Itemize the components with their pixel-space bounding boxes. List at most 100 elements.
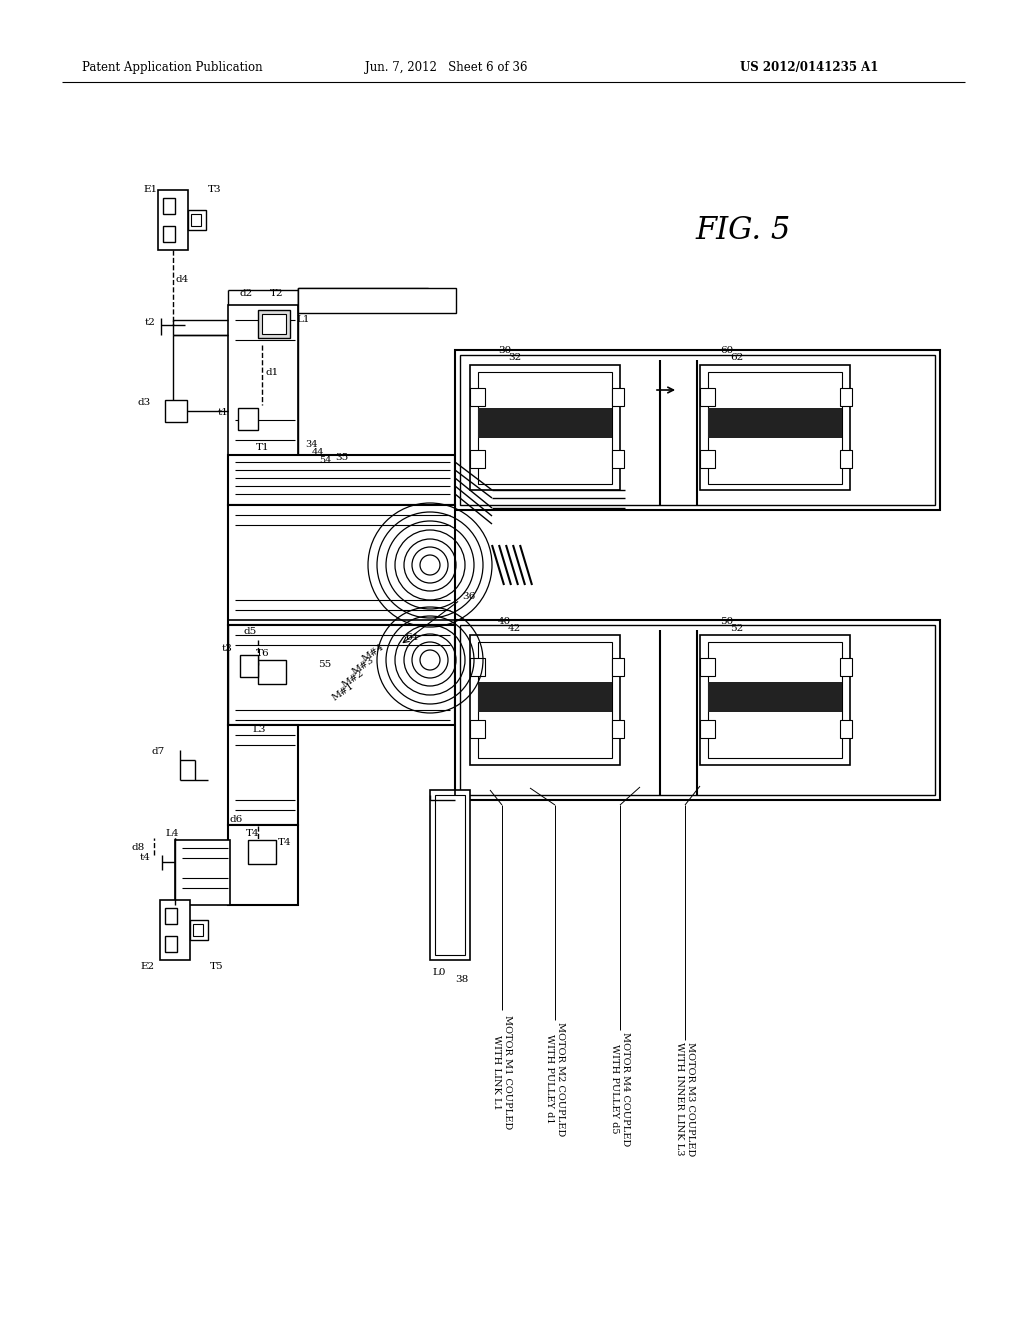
Text: T4: T4: [246, 829, 260, 838]
Bar: [435, 795, 465, 954]
Bar: [460, 355, 935, 506]
Text: M#4: M#4: [360, 642, 385, 664]
Bar: [188, 210, 206, 230]
Text: T1: T1: [256, 444, 269, 451]
Bar: [258, 455, 286, 479]
Text: US 2012/0141235 A1: US 2012/0141235 A1: [740, 62, 879, 74]
Bar: [840, 450, 852, 469]
Bar: [708, 682, 842, 711]
Bar: [190, 920, 208, 940]
Text: d2: d2: [240, 289, 253, 298]
Bar: [165, 908, 177, 924]
Bar: [700, 635, 850, 766]
Text: T5: T5: [210, 962, 223, 972]
Bar: [700, 388, 715, 407]
Text: 30: 30: [498, 346, 511, 355]
Bar: [478, 682, 612, 711]
Text: 35: 35: [335, 453, 348, 462]
Text: E1: E1: [143, 185, 157, 194]
Bar: [470, 635, 620, 766]
Bar: [700, 657, 715, 676]
Bar: [455, 350, 940, 510]
Bar: [158, 190, 188, 249]
Text: M#2: M#2: [340, 668, 366, 689]
Bar: [470, 388, 485, 407]
Text: t1: t1: [218, 408, 229, 417]
Text: L1: L1: [296, 315, 309, 323]
Bar: [163, 198, 175, 214]
Bar: [165, 400, 187, 422]
Text: d7: d7: [152, 747, 165, 756]
Bar: [840, 719, 852, 738]
Bar: [240, 655, 258, 677]
Bar: [612, 388, 624, 407]
Text: MOTOR M4 COUPLED
WITH PULLEY d5: MOTOR M4 COUPLED WITH PULLEY d5: [610, 1032, 630, 1146]
Text: 36: 36: [462, 591, 475, 601]
Bar: [163, 226, 175, 242]
Text: M#1: M#1: [330, 681, 355, 702]
Text: M#3: M#3: [350, 655, 375, 676]
Bar: [262, 314, 286, 334]
Text: d3: d3: [138, 399, 152, 407]
Bar: [460, 624, 935, 795]
Text: 55: 55: [318, 660, 331, 669]
Text: 54: 54: [319, 455, 332, 465]
Text: 38: 38: [455, 975, 468, 983]
Bar: [840, 388, 852, 407]
Bar: [165, 936, 177, 952]
Text: MOTOR M2 COUPLED
WITH PULLEY d1: MOTOR M2 COUPLED WITH PULLEY d1: [546, 1022, 564, 1137]
Bar: [228, 305, 298, 455]
Bar: [175, 840, 230, 906]
Bar: [612, 719, 624, 738]
Text: L3: L3: [252, 725, 265, 734]
Bar: [258, 310, 290, 338]
Text: MOTOR M1 COUPLED
WITH LINK L1: MOTOR M1 COUPLED WITH LINK L1: [493, 1015, 512, 1129]
Bar: [228, 624, 455, 725]
Bar: [700, 450, 715, 469]
Bar: [840, 657, 852, 676]
Bar: [478, 372, 612, 484]
Bar: [470, 657, 485, 676]
Text: 42: 42: [508, 624, 521, 634]
Bar: [612, 450, 624, 469]
Text: T3: T3: [208, 185, 221, 194]
Bar: [238, 408, 258, 430]
Bar: [708, 642, 842, 758]
Text: 40: 40: [498, 616, 511, 626]
Text: T6: T6: [256, 649, 269, 657]
Text: FIG. 5: FIG. 5: [695, 215, 791, 246]
Bar: [455, 620, 940, 800]
Text: Jun. 7, 2012   Sheet 6 of 36: Jun. 7, 2012 Sheet 6 of 36: [365, 62, 527, 74]
Bar: [228, 825, 298, 906]
Bar: [298, 288, 456, 313]
Text: Patent Application Publication: Patent Application Publication: [82, 62, 262, 74]
Text: E2: E2: [140, 962, 155, 972]
Bar: [470, 366, 620, 490]
Text: 62: 62: [730, 352, 743, 362]
Bar: [612, 657, 624, 676]
Text: t4: t4: [140, 854, 151, 862]
Bar: [478, 642, 612, 758]
Text: T4: T4: [278, 838, 292, 847]
Text: L4: L4: [165, 829, 178, 838]
Bar: [248, 840, 276, 865]
Text: 50: 50: [720, 616, 733, 626]
Bar: [258, 660, 286, 684]
Bar: [430, 789, 470, 960]
Bar: [191, 214, 201, 226]
Text: t3: t3: [222, 644, 232, 653]
Bar: [160, 900, 190, 960]
Text: MOTOR M3 COUPLED
WITH INNER LINK L3: MOTOR M3 COUPLED WITH INNER LINK L3: [675, 1041, 694, 1156]
Bar: [700, 366, 850, 490]
Bar: [478, 408, 612, 438]
Bar: [228, 725, 298, 825]
Bar: [193, 924, 203, 936]
Text: d1: d1: [265, 368, 279, 378]
Text: 32: 32: [508, 352, 521, 362]
Text: 44: 44: [312, 447, 325, 457]
Bar: [470, 719, 485, 738]
Bar: [298, 288, 428, 306]
Bar: [708, 408, 842, 438]
Text: d4: d4: [176, 275, 189, 284]
Text: L0: L0: [432, 968, 445, 977]
